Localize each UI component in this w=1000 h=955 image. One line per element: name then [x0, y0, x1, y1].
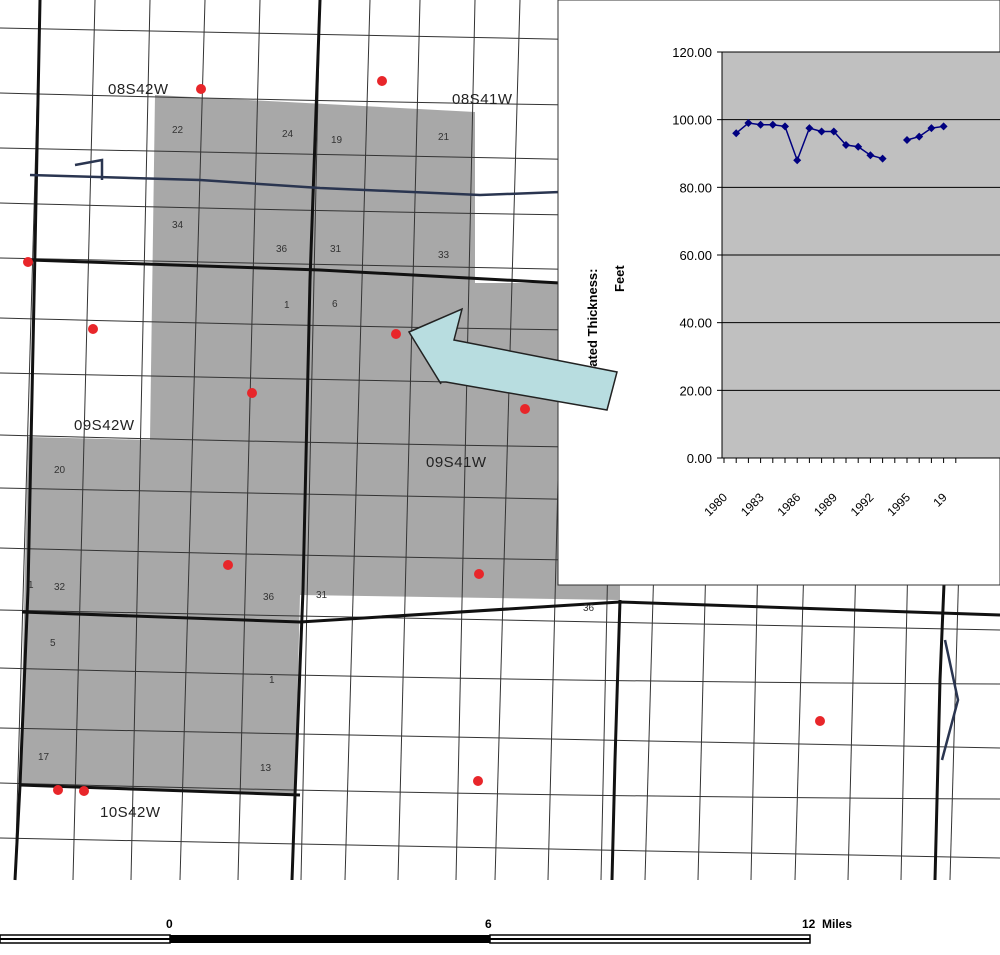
township-boundaries: [13, 0, 1000, 881]
section-number: 19: [331, 135, 343, 146]
section-number: 22: [172, 125, 184, 136]
y-tick-label: 60.00: [679, 248, 712, 263]
township-label-09s41w: 09S41W: [426, 454, 487, 471]
selected-area: [20, 95, 620, 795]
callout-arrow: [407, 307, 618, 411]
river: [29, 158, 960, 761]
well-point: [53, 785, 63, 795]
scale-label-0: 0: [166, 917, 173, 931]
section-number: 13: [260, 763, 272, 774]
township-label-10s42w: 10S42W: [100, 804, 161, 821]
section-number: 34: [172, 220, 184, 231]
well-point: [247, 388, 257, 398]
data-point: [866, 151, 875, 160]
data-point: [768, 120, 777, 129]
township-label-08s42w: 08S42W: [108, 81, 169, 98]
series-line: [906, 125, 944, 141]
data-point: [805, 124, 814, 133]
well-point: [815, 716, 825, 726]
well-point: [23, 257, 33, 267]
scale-label-12-miles: 12 Miles: [802, 917, 852, 931]
data-point: [939, 122, 948, 131]
data-point: [756, 120, 765, 129]
well-point: [223, 560, 233, 570]
y-tick-label: 120.00: [672, 45, 712, 60]
data-point: [793, 156, 802, 165]
section-number: 20: [54, 465, 66, 476]
data-point: [781, 122, 789, 131]
well-point: [391, 329, 401, 339]
well-point: [474, 569, 484, 579]
section-number: 36: [276, 244, 288, 255]
section-number: 24: [282, 129, 294, 140]
data-point: [878, 154, 887, 163]
y-axis-label-line2: Feet: [612, 265, 627, 292]
scale-bar: 0 6 12 Miles: [0, 917, 852, 944]
y-tick-label: 100.00: [672, 113, 712, 128]
data-point: [744, 119, 753, 128]
township-label-09s42w: 09S42W: [74, 417, 135, 434]
well-point: [473, 776, 483, 786]
well-point: [79, 786, 89, 796]
section-number: 1: [284, 300, 290, 311]
section-number: 1: [269, 675, 275, 686]
section-number: 31: [316, 590, 328, 601]
section-number: 36: [263, 592, 275, 603]
well-point: [196, 84, 206, 94]
section-number: 31: [330, 244, 342, 255]
data-point: [927, 124, 936, 133]
well-point: [88, 324, 98, 334]
section-number: 33: [438, 250, 450, 261]
well-points: [23, 76, 825, 796]
y-tick-label: 20.00: [679, 383, 712, 398]
data-point: [903, 135, 911, 144]
section-number: 1: [28, 580, 34, 591]
section-number: 17: [38, 752, 50, 763]
section-number: 6: [332, 299, 338, 310]
data-point: [829, 127, 838, 136]
section-number: 21: [438, 132, 450, 143]
township-label-08s41w: 08S41W: [452, 91, 513, 108]
y-tick-label: 0.00: [687, 451, 712, 466]
data-point: [732, 129, 741, 138]
well-point: [520, 404, 530, 414]
data-point: [842, 141, 850, 150]
data-point: [817, 127, 826, 136]
section-number: 36: [583, 603, 595, 614]
section-number: 32: [54, 582, 66, 593]
y-tick-label: 40.00: [679, 316, 712, 331]
y-tick-label: 80.00: [679, 180, 712, 195]
data-point: [915, 132, 924, 141]
section-number: 5: [50, 638, 56, 649]
well-point: [377, 76, 387, 86]
scale-label-6: 6: [485, 917, 492, 931]
data-point: [854, 142, 863, 151]
